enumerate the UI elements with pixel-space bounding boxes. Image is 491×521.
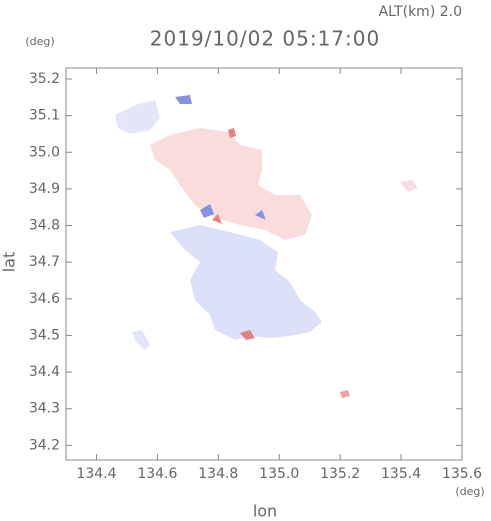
y-tick-label: 34.4 xyxy=(29,364,60,380)
chart-title: 2019/10/02 05:17:00 xyxy=(150,27,380,51)
y-tick-label: 34.3 xyxy=(29,401,60,417)
echo-region xyxy=(340,390,350,398)
echo-region xyxy=(170,225,322,340)
x-axis-label: lon xyxy=(253,502,277,521)
altitude-label: ALT(km) 2.0 xyxy=(379,4,462,20)
y-tick-label: 35.0 xyxy=(29,144,60,160)
echo-region xyxy=(132,330,150,350)
x-tick-label: 135.4 xyxy=(381,466,421,482)
echo-regions xyxy=(115,95,418,398)
x-tick-label: 135.2 xyxy=(320,466,360,482)
y-tick-label: 34.7 xyxy=(29,254,60,270)
echo-region xyxy=(400,180,418,192)
x-tick-label: 134.8 xyxy=(198,466,238,482)
y-axis-label: lat xyxy=(0,252,19,273)
y-tick-label: 34.9 xyxy=(29,181,60,197)
x-unit: (deg) xyxy=(455,485,484,498)
x-tick-label: 135.6 xyxy=(442,466,482,482)
y-tick-label: 34.2 xyxy=(29,437,60,453)
echo-region xyxy=(115,100,160,134)
y-unit: (deg) xyxy=(25,35,54,48)
y-tick-label: 34.6 xyxy=(29,291,60,307)
echo-region xyxy=(150,128,312,240)
plot-frame xyxy=(65,67,463,461)
y-tick-label: 35.2 xyxy=(29,71,60,87)
y-tick-label: 34.5 xyxy=(29,327,60,343)
x-tick-label: 134.4 xyxy=(76,466,116,482)
y-tick-label: 34.8 xyxy=(29,218,60,234)
x-tick-label: 134.6 xyxy=(137,466,177,482)
x-tick-label: 135.0 xyxy=(259,466,299,482)
y-tick-label: 35.1 xyxy=(29,108,60,124)
